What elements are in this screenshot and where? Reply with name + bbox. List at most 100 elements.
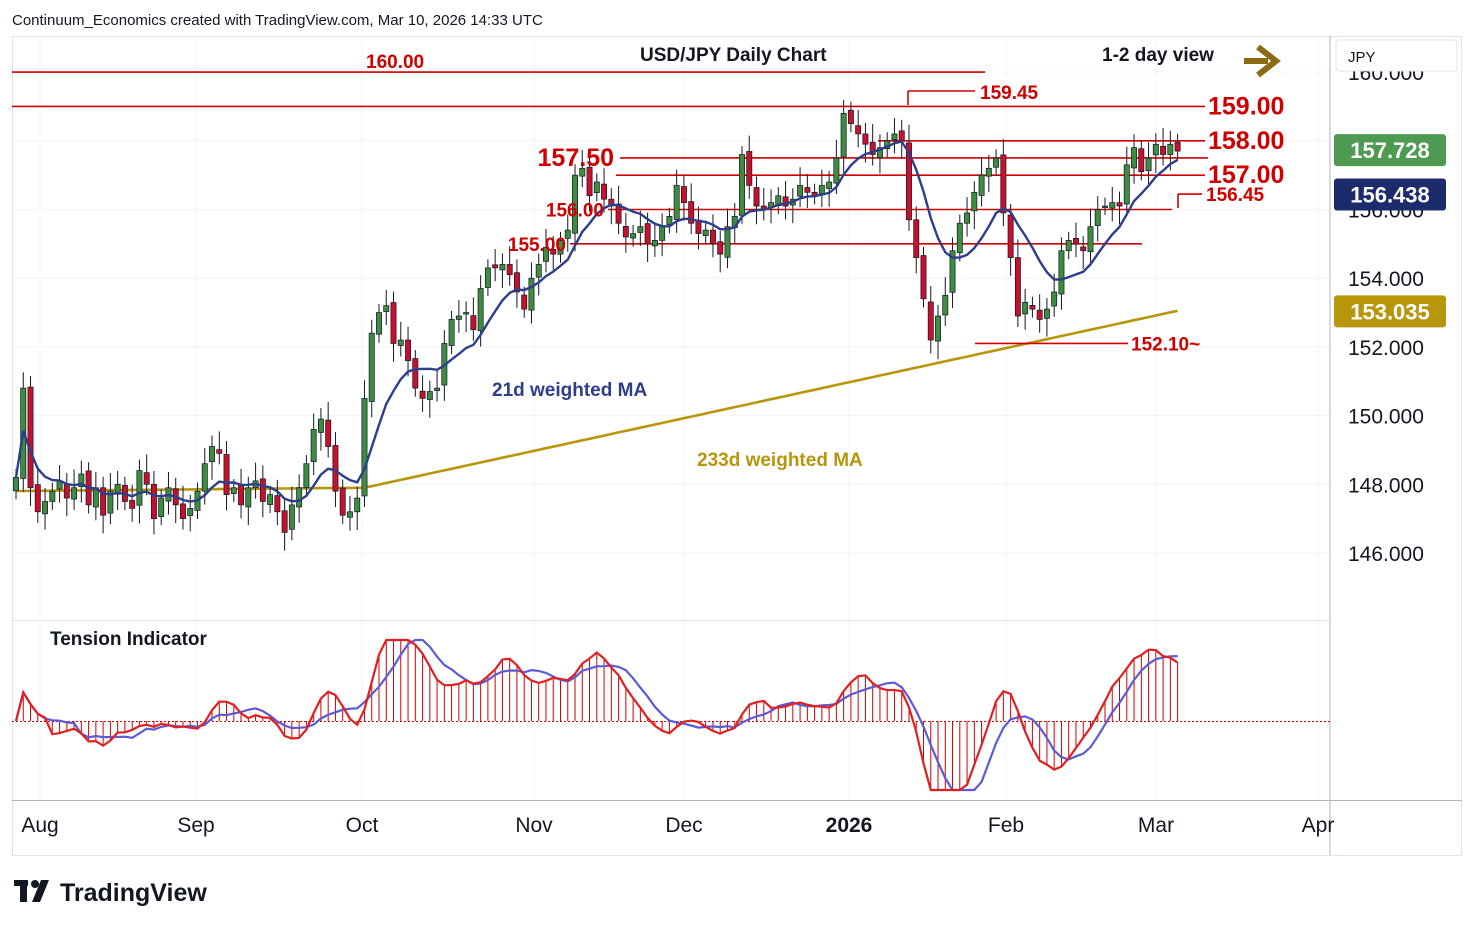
- candle-body: [1080, 246, 1087, 252]
- price-badge: [1334, 134, 1446, 167]
- chart-title: USD/JPY Daily Chart: [640, 45, 827, 66]
- candle-body: [557, 240, 564, 255]
- arrow-right-icon: [1244, 44, 1281, 78]
- candle-body: [230, 487, 237, 494]
- level-label: 158.00: [1208, 127, 1284, 155]
- currency-label: JPY: [1348, 49, 1376, 66]
- candle-body: [325, 419, 332, 447]
- price-badge: [1334, 295, 1446, 328]
- x-tick-label: Apr: [1302, 814, 1335, 837]
- candle-body: [434, 387, 441, 391]
- candle-body: [317, 418, 324, 433]
- candle-body: [826, 181, 833, 189]
- candle-body: [1167, 143, 1174, 155]
- candle-body: [673, 185, 680, 220]
- candle-body: [347, 511, 353, 518]
- candle-body: [1058, 250, 1065, 295]
- candle-body: [739, 154, 745, 216]
- candle-body: [1109, 202, 1116, 209]
- time-axis[interactable]: Aug Sep Oct Nov Dec 2026 Feb Mar Apr: [21, 814, 1334, 837]
- candle-body: [281, 510, 288, 533]
- footer-brand: TradingView: [60, 879, 207, 907]
- candle-body: [303, 463, 310, 489]
- candle-body: [1036, 309, 1043, 320]
- candle-body: [100, 487, 107, 516]
- candle-body: [368, 332, 375, 402]
- candle-body: [637, 226, 644, 233]
- candle-body: [448, 319, 455, 346]
- candle-body: [920, 255, 927, 300]
- candle-body: [1102, 205, 1108, 208]
- x-tick-label: 2026: [826, 814, 873, 837]
- x-tick-label: Mar: [1138, 814, 1174, 837]
- candle-body: [245, 487, 252, 508]
- candle-body: [521, 294, 528, 310]
- candle-body: [898, 130, 905, 142]
- candle-body: [971, 191, 978, 212]
- candle-body: [906, 142, 912, 221]
- candle-body: [804, 187, 811, 193]
- candle-body: [622, 225, 629, 238]
- candle-body: [847, 109, 854, 124]
- candle-body: [376, 312, 382, 335]
- candle-body: [129, 500, 136, 509]
- candle-body: [651, 240, 658, 247]
- series-label-ma21: 21d weighted MA: [492, 380, 647, 401]
- candle-body: [978, 174, 985, 196]
- level-label: 155.00: [508, 235, 566, 256]
- candle-body: [143, 472, 150, 485]
- candle-body: [310, 428, 317, 462]
- candle-body: [361, 398, 368, 497]
- candle-body: [339, 487, 346, 516]
- candle-body: [216, 449, 223, 454]
- candle-body: [840, 112, 847, 158]
- candle-body: [644, 223, 651, 245]
- candle-body: [1174, 141, 1181, 152]
- candle-body: [746, 151, 753, 186]
- candle-body: [259, 478, 266, 502]
- candle-body: [506, 264, 513, 276]
- candle-body: [528, 277, 535, 311]
- candle-body: [535, 264, 542, 278]
- candle-body: [993, 157, 1000, 168]
- candle-body: [397, 339, 404, 346]
- y-tick-label: 154.000: [1348, 268, 1424, 291]
- candle-body: [724, 226, 731, 258]
- candle-body: [1152, 143, 1159, 156]
- candle-body: [702, 229, 709, 236]
- attribution-text: Continuum_Economics created with Trading…: [12, 12, 543, 29]
- x-tick-label: Aug: [21, 814, 58, 837]
- candle-body: [1073, 238, 1079, 245]
- level-label: 156.00: [546, 201, 604, 222]
- candle-body: [150, 483, 157, 519]
- candle-body: [586, 166, 593, 197]
- candle-body: [1160, 145, 1167, 155]
- candle-body: [688, 201, 695, 224]
- price-badge-label: 153.035: [1350, 299, 1430, 324]
- candle-body: [1043, 308, 1050, 319]
- candle-body: [579, 167, 586, 177]
- indicator-histogram: [22, 640, 1179, 790]
- x-tick-label: Dec: [665, 814, 702, 837]
- y-tick-label: 148.000: [1348, 474, 1424, 497]
- candle-body: [470, 315, 477, 331]
- candle-body: [477, 288, 484, 332]
- candle-body: [158, 497, 165, 517]
- price-badges: 157.728 156.438 153.035: [1334, 134, 1446, 328]
- candle-body: [513, 272, 520, 293]
- candle-body: [42, 501, 48, 515]
- currency-box[interactable]: [1335, 39, 1458, 72]
- candle-body: [71, 487, 78, 500]
- indicator-signal-line: [14, 638, 1178, 792]
- candle-body: [942, 295, 949, 316]
- candle-body: [1000, 154, 1007, 214]
- candle-body: [1051, 291, 1058, 307]
- tradingview-logo-icon: [14, 880, 49, 902]
- candle-body: [818, 185, 825, 195]
- candle-body: [288, 504, 295, 530]
- candle-body: [564, 229, 571, 239]
- candle-body: [1138, 148, 1145, 173]
- x-tick-label: Oct: [346, 814, 379, 837]
- candle-body: [499, 264, 506, 271]
